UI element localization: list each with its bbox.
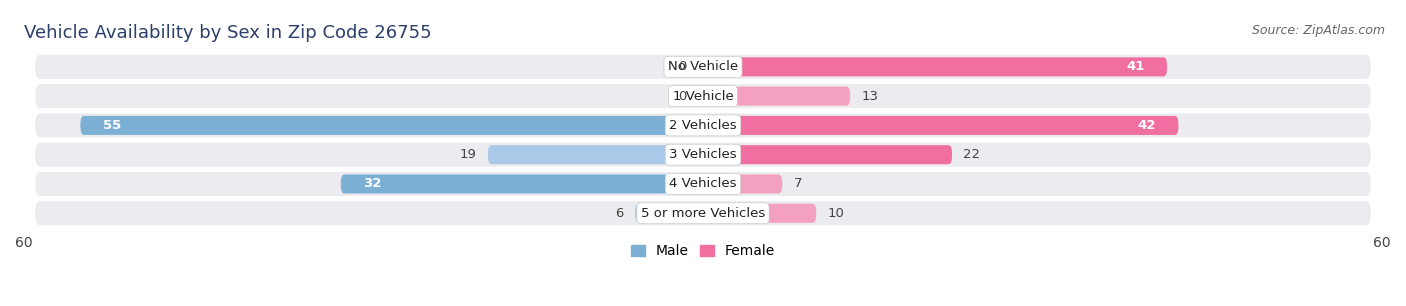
Text: 6: 6 — [616, 207, 624, 220]
FancyBboxPatch shape — [703, 174, 782, 193]
Text: 7: 7 — [793, 177, 801, 190]
FancyBboxPatch shape — [488, 145, 703, 164]
Text: 5 or more Vehicles: 5 or more Vehicles — [641, 207, 765, 220]
FancyBboxPatch shape — [636, 204, 703, 223]
Text: 42: 42 — [1137, 119, 1156, 132]
FancyBboxPatch shape — [35, 201, 1371, 225]
FancyBboxPatch shape — [703, 87, 851, 106]
FancyBboxPatch shape — [703, 204, 817, 223]
Text: 0: 0 — [678, 90, 686, 103]
FancyBboxPatch shape — [35, 84, 1371, 108]
FancyBboxPatch shape — [703, 57, 1167, 76]
FancyBboxPatch shape — [35, 114, 1371, 137]
Text: 4 Vehicles: 4 Vehicles — [669, 177, 737, 190]
Text: 2 Vehicles: 2 Vehicles — [669, 119, 737, 132]
FancyBboxPatch shape — [703, 116, 1178, 135]
Text: 22: 22 — [963, 148, 980, 161]
Text: Vehicle Availability by Sex in Zip Code 26755: Vehicle Availability by Sex in Zip Code … — [24, 24, 432, 42]
FancyBboxPatch shape — [340, 174, 703, 193]
Legend: Male, Female: Male, Female — [626, 239, 780, 264]
Text: 10: 10 — [828, 207, 845, 220]
Text: 0: 0 — [678, 60, 686, 73]
Text: No Vehicle: No Vehicle — [668, 60, 738, 73]
FancyBboxPatch shape — [703, 145, 952, 164]
Text: 55: 55 — [103, 119, 121, 132]
Text: 3 Vehicles: 3 Vehicles — [669, 148, 737, 161]
FancyBboxPatch shape — [35, 55, 1371, 79]
FancyBboxPatch shape — [80, 116, 703, 135]
Text: 32: 32 — [363, 177, 382, 190]
Text: 19: 19 — [460, 148, 477, 161]
Text: 41: 41 — [1126, 60, 1144, 73]
Text: 13: 13 — [862, 90, 879, 103]
Text: 1 Vehicle: 1 Vehicle — [672, 90, 734, 103]
FancyBboxPatch shape — [35, 172, 1371, 196]
FancyBboxPatch shape — [35, 143, 1371, 167]
Text: Source: ZipAtlas.com: Source: ZipAtlas.com — [1251, 24, 1385, 37]
